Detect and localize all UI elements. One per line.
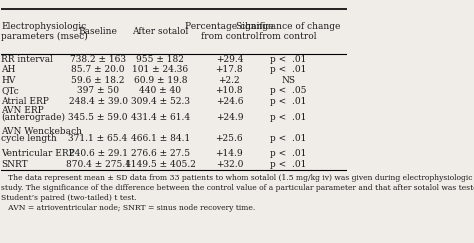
- Text: RR interval: RR interval: [1, 55, 53, 64]
- Text: 59.6 ± 18.2: 59.6 ± 18.2: [72, 76, 125, 85]
- Text: +24.9: +24.9: [216, 113, 243, 122]
- Text: Electrophysiologic
parameters (msec): Electrophysiologic parameters (msec): [1, 22, 88, 41]
- Text: 431.4 ± 61.4: 431.4 ± 61.4: [131, 113, 190, 122]
- Text: 85.7 ± 20.0: 85.7 ± 20.0: [72, 65, 125, 74]
- Text: p <  .01: p < .01: [270, 65, 306, 74]
- Text: 345.5 ± 59.0: 345.5 ± 59.0: [68, 113, 128, 122]
- Text: 371.1 ± 65.4: 371.1 ± 65.4: [68, 134, 128, 143]
- Text: Atrial ERP: Atrial ERP: [1, 97, 49, 106]
- Text: After sotalol: After sotalol: [132, 27, 189, 36]
- Text: SNRT: SNRT: [1, 160, 28, 169]
- Text: p <  .01: p < .01: [270, 134, 306, 143]
- Text: +25.6: +25.6: [216, 134, 243, 143]
- Text: AH: AH: [1, 65, 16, 74]
- Text: +17.8: +17.8: [216, 65, 243, 74]
- Text: +2.2: +2.2: [219, 76, 240, 85]
- Text: Significance of change
from control: Significance of change from control: [236, 22, 340, 41]
- Text: p <  .05: p < .05: [270, 87, 306, 95]
- Text: cycle length: cycle length: [1, 134, 57, 143]
- Text: +10.8: +10.8: [216, 87, 243, 95]
- Text: AVN ERP: AVN ERP: [1, 106, 44, 115]
- Text: 870.4 ± 275.4: 870.4 ± 275.4: [65, 160, 131, 169]
- Text: 440 ± 40: 440 ± 40: [139, 87, 181, 95]
- Text: +24.6: +24.6: [216, 97, 243, 106]
- Text: (anterograde): (anterograde): [1, 113, 65, 122]
- Text: 397 ± 50: 397 ± 50: [77, 87, 119, 95]
- Text: 738.2 ± 163: 738.2 ± 163: [70, 55, 126, 64]
- Text: +32.0: +32.0: [216, 160, 243, 169]
- Text: The data represent mean ± SD data from 33 patients to whom sotalol (1.5 mg/kg iv: The data represent mean ± SD data from 3…: [1, 174, 474, 212]
- Text: 240.6 ± 29.1: 240.6 ± 29.1: [69, 149, 128, 158]
- Text: 248.4 ± 39.0: 248.4 ± 39.0: [69, 97, 128, 106]
- Text: 466.1 ± 84.1: 466.1 ± 84.1: [131, 134, 190, 143]
- Text: Ventricular ERP: Ventricular ERP: [1, 149, 75, 158]
- Text: 101 ± 24.36: 101 ± 24.36: [132, 65, 188, 74]
- Text: AVN Wenckebach: AVN Wenckebach: [1, 127, 82, 136]
- Text: NS: NS: [281, 76, 295, 85]
- Text: 60.9 ± 19.8: 60.9 ± 19.8: [134, 76, 187, 85]
- Text: p <  .01: p < .01: [270, 149, 306, 158]
- Text: 276.6 ± 27.5: 276.6 ± 27.5: [131, 149, 190, 158]
- Text: Baseline: Baseline: [79, 27, 118, 36]
- Text: p <  .01: p < .01: [270, 97, 306, 106]
- Text: 309.4 ± 52.3: 309.4 ± 52.3: [131, 97, 190, 106]
- Text: p <  .01: p < .01: [270, 55, 306, 64]
- Text: HV: HV: [1, 76, 16, 85]
- Text: p <  .01: p < .01: [270, 113, 306, 122]
- Text: 955 ± 182: 955 ± 182: [137, 55, 184, 64]
- Text: QTc: QTc: [1, 87, 19, 95]
- Text: +29.4: +29.4: [216, 55, 243, 64]
- Text: 1149.5 ± 405.2: 1149.5 ± 405.2: [125, 160, 196, 169]
- Text: +14.9: +14.9: [216, 149, 243, 158]
- Text: p <  .01: p < .01: [270, 160, 306, 169]
- Text: Percentage change
from control: Percentage change from control: [185, 22, 273, 41]
